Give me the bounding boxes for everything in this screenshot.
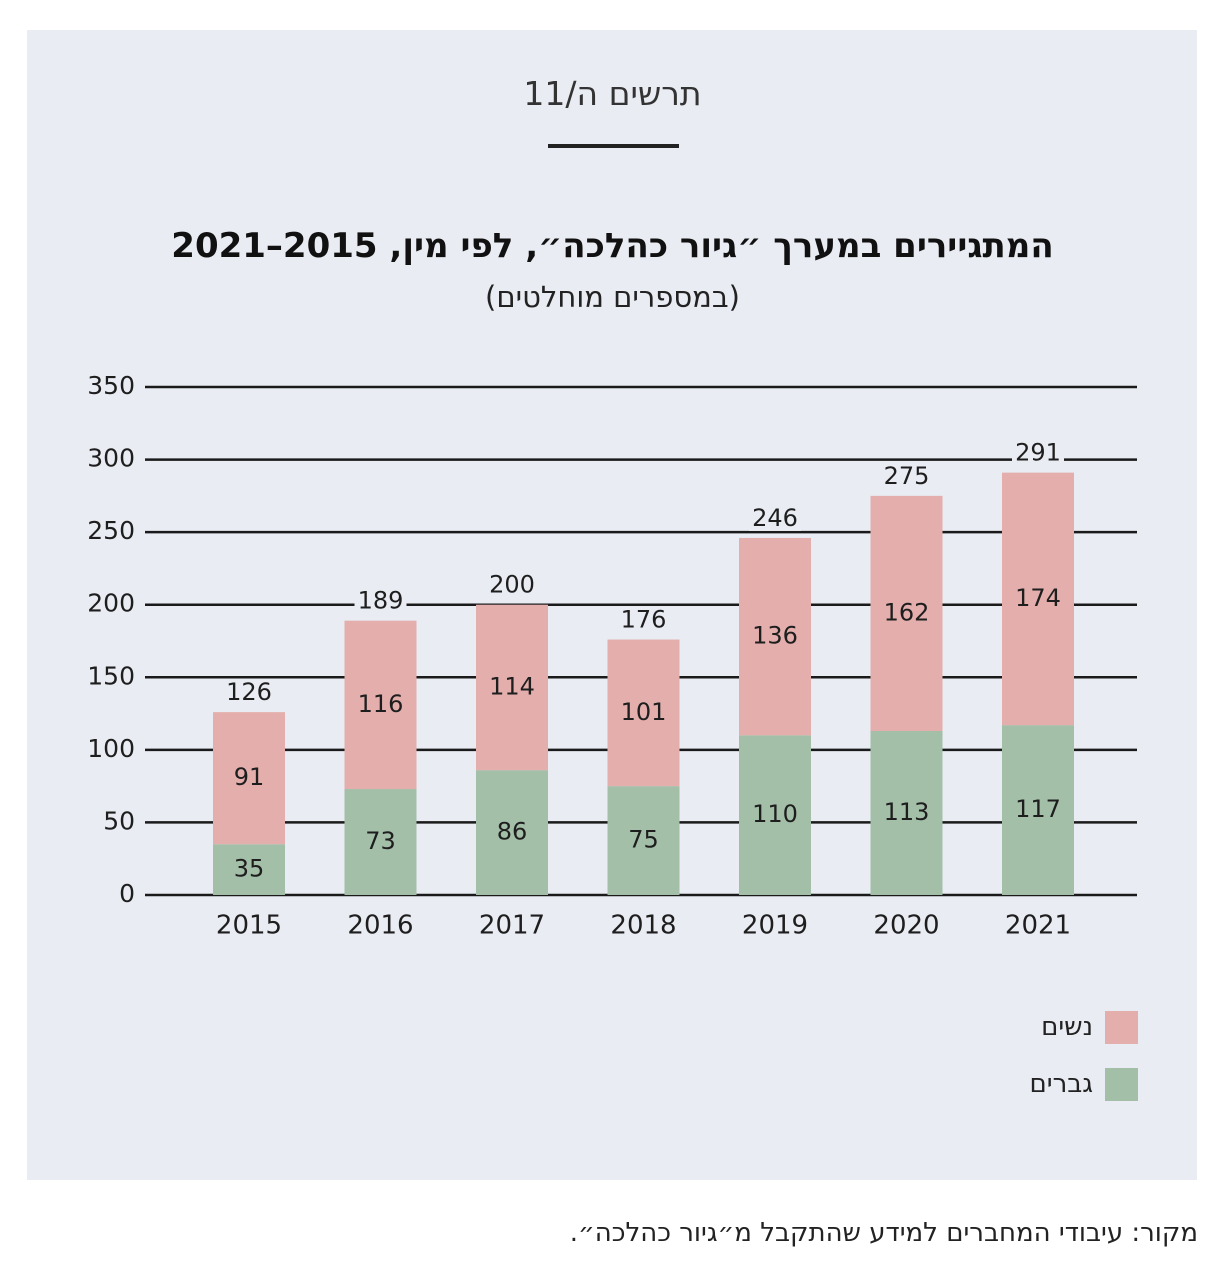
stacked-bar-chart: 0 50 100 150 200 250 300 350 35 91 126 2015 73 116 189… [0, 0, 1225, 1000]
x-tick-label-2015: 2015 [216, 911, 282, 941]
data-label-total-2019: 246 [752, 504, 798, 532]
data-label-men-2015: 35 [234, 855, 265, 883]
data-label-total-2020: 275 [884, 462, 930, 490]
data-label-women-2018: 101 [621, 698, 667, 726]
source-note: מקור: עיבודי המחברים למידע שהתקבל מ״גיור… [570, 1218, 1198, 1248]
x-tick-label-2017: 2017 [479, 911, 545, 941]
data-label-total-2018: 176 [621, 606, 667, 634]
data-label-men-2021: 117 [1015, 795, 1061, 823]
data-label-men-2017: 86 [497, 818, 528, 846]
y-tick-label-100: 100 [87, 734, 135, 763]
legend-label-men: גברים [1030, 1069, 1094, 1099]
y-tick-label-300: 300 [87, 444, 135, 473]
data-label-women-2020: 162 [884, 598, 930, 626]
y-tick-label-0: 0 [119, 879, 135, 908]
y-tick-label-200: 200 [87, 589, 135, 618]
data-label-women-2019: 136 [752, 622, 798, 650]
data-label-men-2020: 113 [884, 798, 930, 826]
y-tick-label-50: 50 [103, 806, 135, 835]
x-tick-label-2016: 2016 [347, 911, 413, 941]
legend-label-women: נשים [1041, 1012, 1093, 1042]
x-tick-label-2019: 2019 [742, 911, 808, 941]
legend-item-women: נשים [1041, 1010, 1138, 1044]
legend-swatch-women [1105, 1011, 1138, 1044]
data-label-women-2015: 91 [234, 763, 265, 791]
y-tick-label-250: 250 [87, 516, 135, 545]
data-label-men-2016: 73 [365, 827, 396, 855]
data-label-total-2021: 291 [1015, 439, 1061, 467]
data-label-women-2021: 174 [1015, 584, 1061, 612]
x-tick-label-2020: 2020 [873, 911, 939, 941]
data-label-men-2019: 110 [752, 800, 798, 828]
data-label-total-2017: 200 [489, 571, 535, 599]
data-label-total-2016: 189 [358, 587, 404, 615]
y-tick-label-150: 150 [87, 661, 135, 690]
legend-swatch-men [1105, 1068, 1138, 1101]
data-label-women-2017: 114 [489, 672, 535, 700]
legend-item-men: גברים [1030, 1067, 1139, 1101]
x-tick-label-2021: 2021 [1005, 911, 1071, 941]
x-tick-label-2018: 2018 [610, 911, 676, 941]
data-label-total-2015: 126 [226, 678, 272, 706]
data-label-men-2018: 75 [628, 826, 659, 854]
y-tick-label-350: 350 [87, 371, 135, 400]
data-label-women-2016: 116 [358, 690, 404, 718]
